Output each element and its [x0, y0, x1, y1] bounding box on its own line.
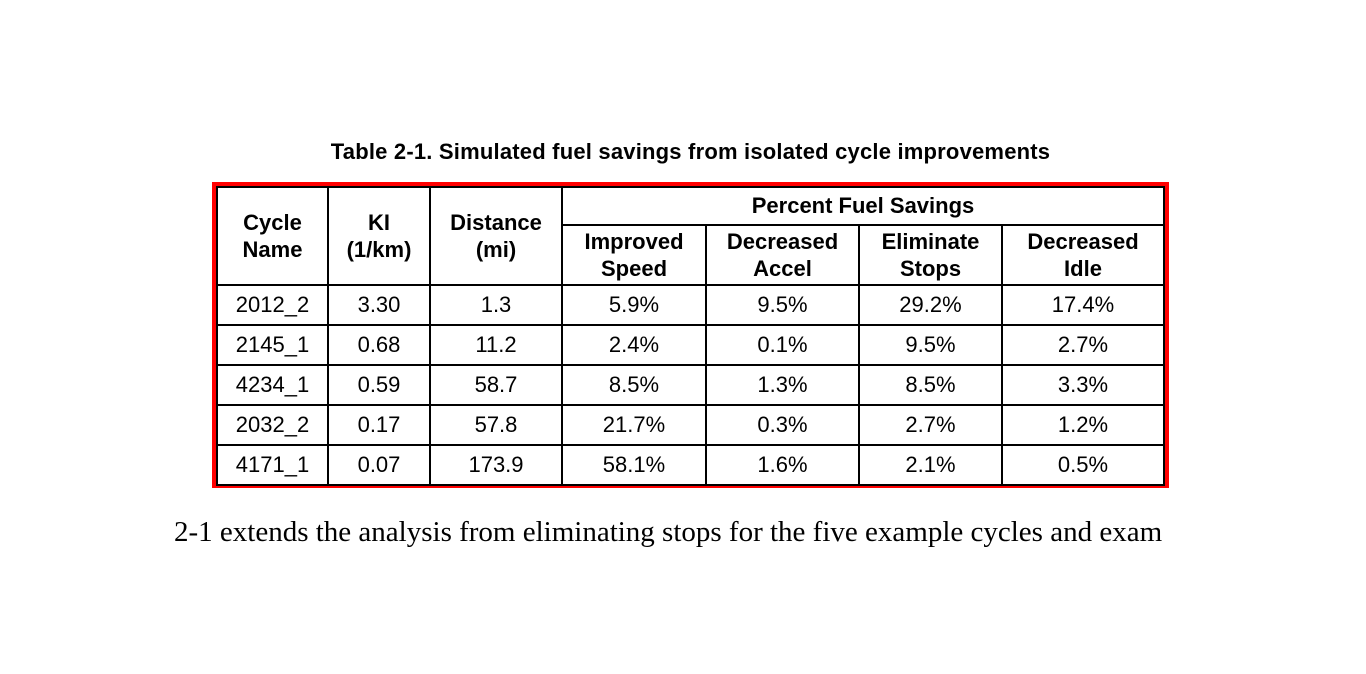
col-header-distance: Distance (mi) — [429, 186, 563, 286]
table-caption: Table 2-1. Simulated fuel savings from i… — [330, 139, 1051, 164]
cell-distance: 58.7 — [429, 364, 563, 406]
table-row: 4171_1 0.07 173.9 58.1% 1.6% 2.1% 0.5% — [216, 444, 1165, 486]
col-header-cycle-name: Cycle Name — [216, 186, 329, 286]
cell-improved-speed: 5.9% — [561, 284, 707, 326]
cell-ki: 0.68 — [327, 324, 431, 366]
header-row-group: Cycle Name KI (1/km) Distance (mi) Perce… — [216, 186, 1165, 286]
cell-cycle-name: 4234_1 — [216, 364, 329, 406]
table-row: 2145_1 0.68 11.2 2.4% 0.1% 9.5% 2.7% — [216, 324, 1165, 366]
table-row: 2012_2 3.30 1.3 5.9% 9.5% 29.2% 17.4% — [216, 284, 1165, 326]
cell-distance: 173.9 — [429, 444, 563, 486]
cell-decreased-idle: 3.3% — [1001, 364, 1165, 406]
body-paragraph-text: 2-1 extends the analysis from eliminatin… — [174, 516, 1163, 548]
cell-ki: 0.17 — [327, 404, 431, 446]
cell-decreased-accel: 0.3% — [705, 404, 860, 446]
cell-decreased-idle: 1.2% — [1001, 404, 1165, 446]
cell-improved-speed: 2.4% — [561, 324, 707, 366]
cell-distance: 57.8 — [429, 404, 563, 446]
cell-cycle-name: 2032_2 — [216, 404, 329, 446]
cell-ki: 0.07 — [327, 444, 431, 486]
fuel-savings-table: Cycle Name KI (1/km) Distance (mi) Perce… — [216, 186, 1165, 486]
table-red-highlight-border: Cycle Name KI (1/km) Distance (mi) Perce… — [212, 182, 1169, 488]
cell-improved-speed: 58.1% — [561, 444, 707, 486]
cell-cycle-name: 2145_1 — [216, 324, 329, 366]
cell-decreased-idle: 17.4% — [1001, 284, 1165, 326]
cell-improved-speed: 8.5% — [561, 364, 707, 406]
cell-decreased-idle: 0.5% — [1001, 444, 1165, 486]
cell-decreased-accel: 1.3% — [705, 364, 860, 406]
cell-eliminate-stops: 9.5% — [858, 324, 1003, 366]
col-header-percent-fuel-savings: Percent Fuel Savings — [561, 186, 1165, 226]
cell-decreased-accel: 1.6% — [705, 444, 860, 486]
cell-decreased-accel: 9.5% — [705, 284, 860, 326]
col-header-decreased-accel: Decreased Accel — [705, 224, 860, 286]
cell-distance: 11.2 — [429, 324, 563, 366]
cell-eliminate-stops: 29.2% — [858, 284, 1003, 326]
table-row: 2032_2 0.17 57.8 21.7% 0.3% 2.7% 1.2% — [216, 404, 1165, 446]
col-header-ki: KI (1/km) — [327, 186, 431, 286]
col-header-improved-speed: Improved Speed — [561, 224, 707, 286]
cell-eliminate-stops: 2.7% — [858, 404, 1003, 446]
cell-cycle-name: 2012_2 — [216, 284, 329, 326]
cell-decreased-idle: 2.7% — [1001, 324, 1165, 366]
cell-ki: 0.59 — [327, 364, 431, 406]
header-row-sub: Improved Speed Decreased Accel Eliminate… — [217, 224, 1165, 286]
cell-decreased-accel: 0.1% — [705, 324, 860, 366]
col-header-eliminate-stops: Eliminate Stops — [858, 224, 1003, 286]
cell-ki: 3.30 — [327, 284, 431, 326]
cell-improved-speed: 21.7% — [561, 404, 707, 446]
cell-eliminate-stops: 2.1% — [858, 444, 1003, 486]
cell-distance: 1.3 — [429, 284, 563, 326]
col-header-decreased-idle: Decreased Idle — [1001, 224, 1165, 286]
table-row: 4234_1 0.59 58.7 8.5% 1.3% 8.5% 3.3% — [216, 364, 1165, 406]
cell-cycle-name: 4171_1 — [216, 444, 329, 486]
cell-eliminate-stops: 8.5% — [858, 364, 1003, 406]
